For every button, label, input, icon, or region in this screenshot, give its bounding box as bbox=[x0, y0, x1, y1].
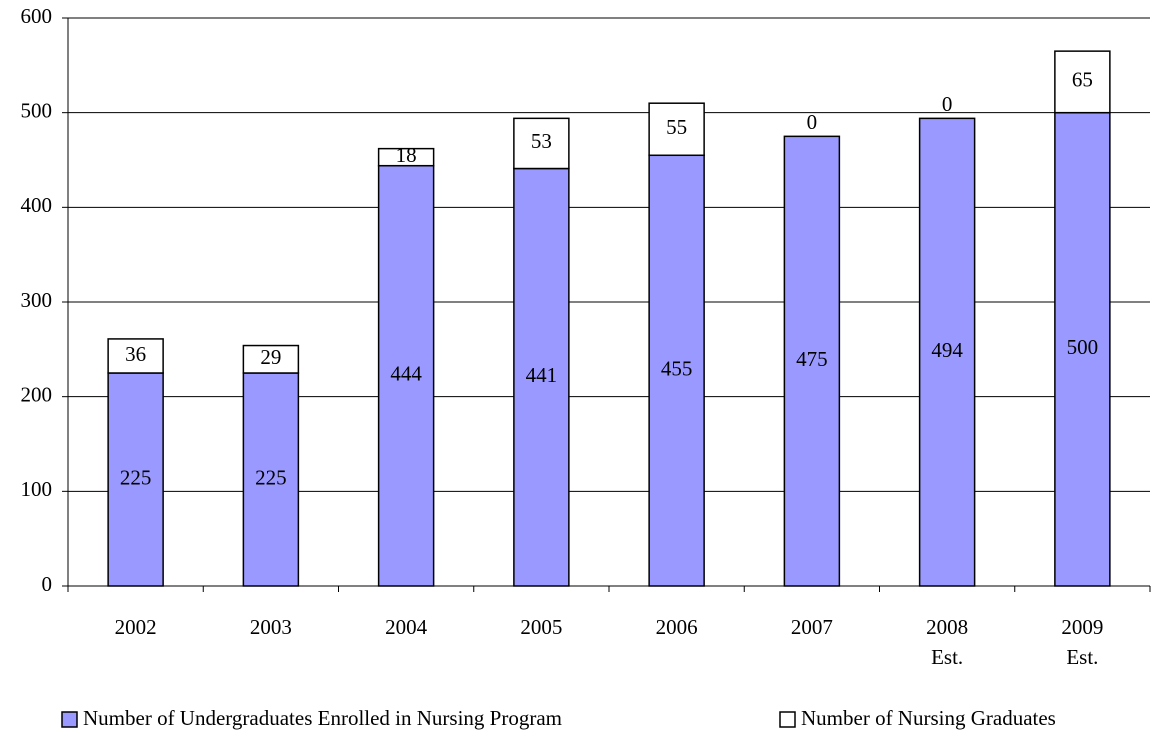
data-label: 494 bbox=[931, 338, 963, 362]
data-label: 18 bbox=[396, 143, 417, 167]
bar-segment bbox=[107, 338, 164, 374]
y-tick-label: 600 bbox=[21, 4, 53, 28]
x-tick-label: 2004 bbox=[385, 615, 428, 639]
data-label: 441 bbox=[526, 363, 558, 387]
x-tick-label: 2006 bbox=[655, 615, 698, 639]
bar-segment bbox=[242, 344, 300, 374]
data-label: 0 bbox=[942, 92, 953, 116]
data-label: 29 bbox=[260, 345, 281, 369]
data-label: 475 bbox=[796, 347, 828, 371]
data-label: 0 bbox=[807, 110, 818, 134]
data-label: 500 bbox=[1067, 335, 1099, 359]
legend-label: Number of Nursing Graduates bbox=[801, 706, 1056, 730]
y-tick-label: 300 bbox=[21, 288, 53, 312]
y-tick-label: 200 bbox=[21, 382, 53, 406]
x-tick-label: 2009 Est. bbox=[1061, 615, 1104, 669]
x-tick-label: 2002 bbox=[114, 615, 157, 639]
y-tick-label: 100 bbox=[21, 477, 53, 501]
bar-segment bbox=[648, 102, 705, 157]
data-label: 55 bbox=[666, 115, 687, 139]
x-tick-label: 2003 bbox=[249, 615, 292, 639]
y-tick-label: 500 bbox=[21, 98, 53, 122]
bar-segment bbox=[1054, 111, 1111, 587]
x-tick-label: 2008 Est. bbox=[926, 615, 969, 669]
bar-segment bbox=[648, 154, 705, 587]
bar-segment bbox=[1054, 50, 1111, 114]
data-label: 53 bbox=[531, 129, 552, 153]
bar-segment bbox=[377, 147, 435, 167]
x-tick-label: 2007 bbox=[790, 615, 833, 639]
y-tick-label: 0 bbox=[42, 572, 53, 596]
y-tick-label: 400 bbox=[21, 193, 53, 217]
x-tick-label: 2005 bbox=[520, 615, 563, 639]
bar-segment bbox=[377, 164, 435, 587]
legend-swatch bbox=[61, 711, 78, 728]
bar-segment bbox=[107, 372, 164, 587]
data-label: 225 bbox=[120, 465, 152, 489]
data-label: 455 bbox=[661, 356, 693, 380]
legend-swatch bbox=[779, 711, 796, 728]
bar-segment bbox=[513, 167, 570, 587]
legend-label: Number of Undergraduates Enrolled in Nur… bbox=[83, 706, 562, 730]
data-label: 65 bbox=[1072, 68, 1093, 92]
bar-segment bbox=[513, 117, 570, 170]
data-label: 36 bbox=[125, 342, 146, 366]
data-label: 444 bbox=[390, 362, 422, 386]
data-label: 225 bbox=[255, 465, 287, 489]
